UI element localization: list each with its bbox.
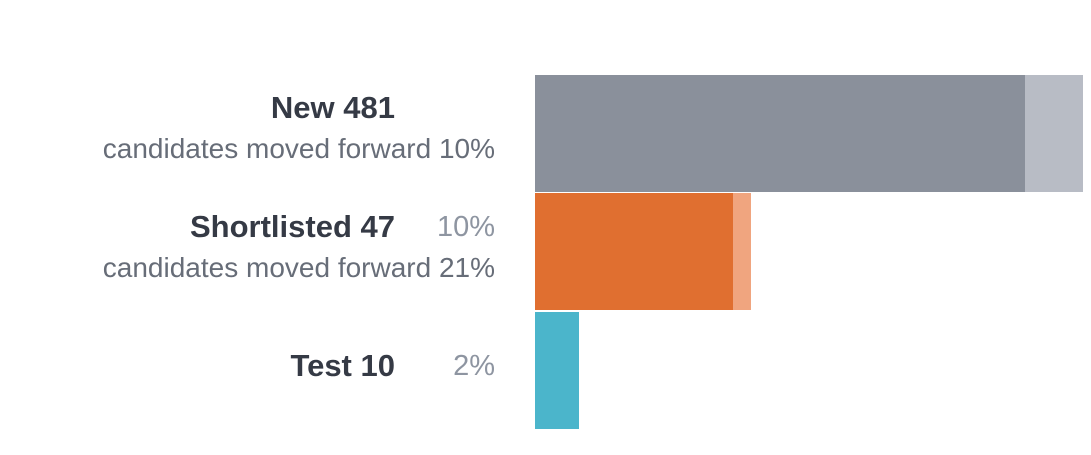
forward-rate: candidates moved forward 21% xyxy=(102,252,495,283)
stage-percent: 10% xyxy=(436,211,495,243)
stage-count: 47 xyxy=(360,209,395,244)
bar xyxy=(535,193,733,310)
bar xyxy=(535,312,579,429)
stage-label: Shortlisted xyxy=(189,209,352,244)
stage-count: 481 xyxy=(343,90,395,125)
stage-name: Test 10 xyxy=(290,350,395,381)
stage-name: Shortlisted 47 xyxy=(190,211,395,242)
stage-label: New xyxy=(270,90,335,125)
stage-name: New 481 xyxy=(271,92,395,123)
bar xyxy=(535,75,1025,192)
stage-count: 10 xyxy=(360,348,395,383)
stage-percent: 2% xyxy=(453,350,495,382)
stage-label: Test xyxy=(290,348,352,383)
forward-rate: candidates moved forward 10% xyxy=(102,133,495,164)
